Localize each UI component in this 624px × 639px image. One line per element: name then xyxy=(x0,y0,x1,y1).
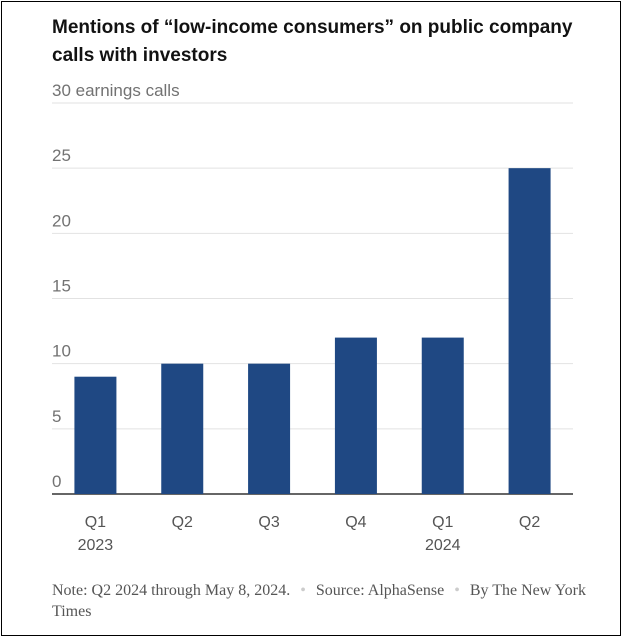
x-tick-year-label: 2024 xyxy=(425,537,461,554)
x-tick-label: Q2 xyxy=(172,514,193,531)
y-tick-label: 10 xyxy=(52,342,71,361)
x-tick-label: Q3 xyxy=(258,514,279,531)
chart-title: Mentions of “low-income consumers” on pu… xyxy=(52,17,573,66)
separator-dot: • xyxy=(454,582,460,599)
bar xyxy=(74,376,117,494)
bar xyxy=(161,363,204,494)
separator-dot: • xyxy=(300,582,306,599)
bar xyxy=(334,337,377,494)
y-tick-label: 20 xyxy=(52,211,71,230)
bar xyxy=(508,168,551,494)
x-tick-label: Q4 xyxy=(345,514,366,531)
x-tick-label: Q1 xyxy=(85,514,106,531)
footnote: Note: Q2 2024 through May 8, 2024. xyxy=(52,582,291,599)
y-tick-label: 0 xyxy=(52,472,61,491)
chart-footer: Note: Q2 2024 through May 8, 2024. • Sourc… xyxy=(52,580,592,622)
source-credit: Source: AlphaSense xyxy=(315,582,445,599)
bar xyxy=(248,363,291,494)
y-tick-label: 5 xyxy=(52,407,61,426)
y-tick-label: 15 xyxy=(52,277,71,296)
x-tick-label: Q1 xyxy=(432,514,453,531)
x-tick-label: Q2 xyxy=(519,514,540,531)
byline: By The New York Times xyxy=(52,582,586,620)
bar xyxy=(421,337,464,494)
y-tick-label: 30 earnings calls xyxy=(52,81,180,100)
y-tick-label: 25 xyxy=(52,146,71,165)
x-tick-year-label: 2023 xyxy=(78,537,114,554)
